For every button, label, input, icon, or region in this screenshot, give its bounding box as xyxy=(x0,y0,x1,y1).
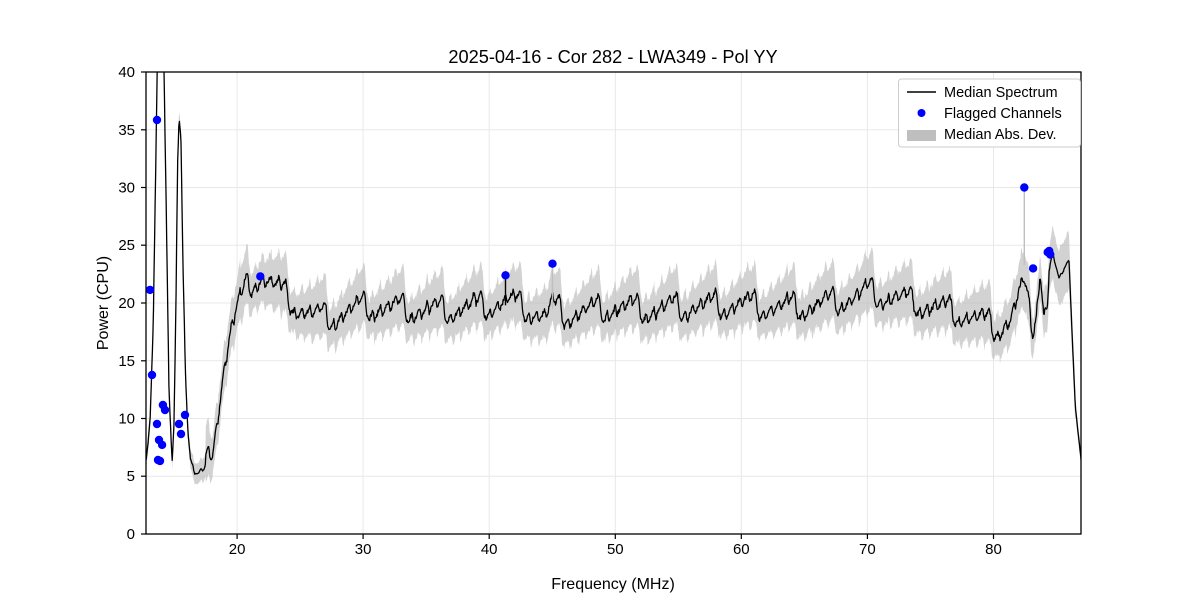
svg-text:10: 10 xyxy=(118,411,135,428)
svg-text:0: 0 xyxy=(127,526,135,543)
svg-text:Frequency (MHz): Frequency (MHz) xyxy=(551,576,675,593)
svg-text:Median Abs. Dev.: Median Abs. Dev. xyxy=(944,127,1057,143)
svg-text:20: 20 xyxy=(229,541,246,558)
svg-text:40: 40 xyxy=(118,64,135,81)
svg-text:20: 20 xyxy=(118,295,135,312)
svg-text:2025-04-16 - Cor 282 - LWA349: 2025-04-16 - Cor 282 - LWA349 - Pol YY xyxy=(448,47,777,67)
svg-text:Flagged Channels: Flagged Channels xyxy=(944,106,1062,122)
svg-text:30: 30 xyxy=(118,180,135,197)
svg-text:70: 70 xyxy=(859,541,876,558)
svg-text:15: 15 xyxy=(118,353,135,370)
svg-text:35: 35 xyxy=(118,122,135,139)
svg-text:30: 30 xyxy=(355,541,372,558)
svg-text:25: 25 xyxy=(118,237,135,254)
svg-text:50: 50 xyxy=(607,541,624,558)
svg-text:60: 60 xyxy=(733,541,750,558)
svg-text:5: 5 xyxy=(127,468,135,485)
svg-text:80: 80 xyxy=(985,541,1002,558)
svg-text:Power (CPU): Power (CPU) xyxy=(95,256,112,350)
svg-text:40: 40 xyxy=(481,541,498,558)
svg-text:Median Spectrum: Median Spectrum xyxy=(944,85,1058,101)
